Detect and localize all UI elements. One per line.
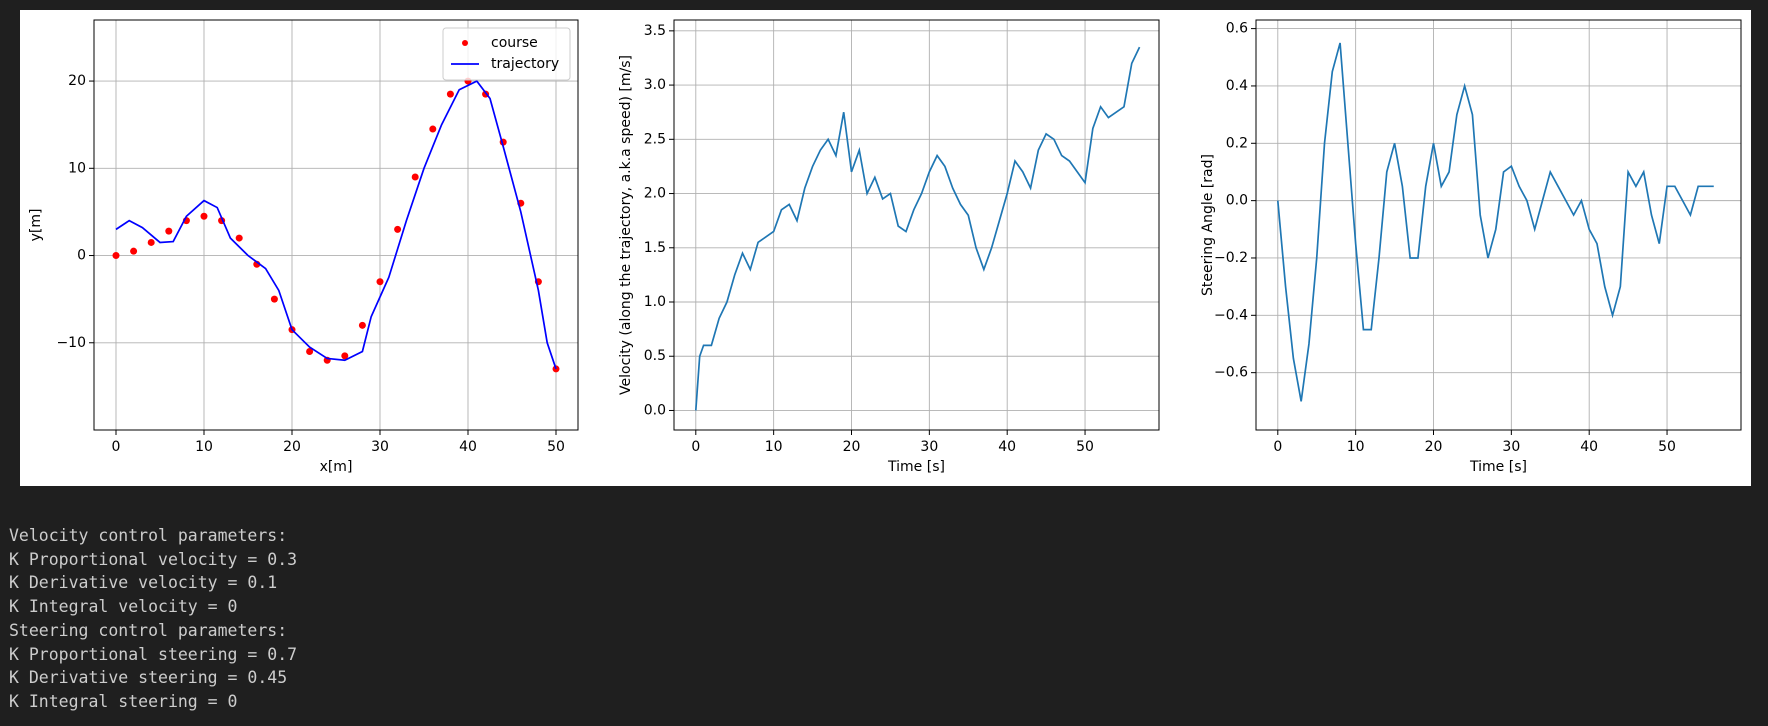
y-axis-label: Velocity (along the trajectory, a.k.a sp… (618, 55, 634, 395)
x-tick-label: 20 (843, 439, 861, 455)
y-tick-label: 3.0 (644, 77, 666, 93)
course-point (358, 321, 366, 329)
output-line: K Integral velocity = 0 (9, 597, 238, 617)
chart: 0 10 20 30 40 50 −0.6 −0.4 −0.2 0.0 0.2 0.4 0.6 Time … (1200, 19, 1742, 475)
x-tick-label: 0 (691, 439, 700, 455)
y-tick-label: −0.4 (1214, 307, 1248, 323)
course-point (270, 295, 278, 303)
y-tick-label: 0.2 (1226, 135, 1248, 151)
output-line: K Derivative velocity = 0.1 (9, 573, 278, 593)
y-tick-label: 10 (68, 160, 86, 176)
course-point (446, 90, 454, 98)
y-tick-label: 2.5 (644, 131, 666, 147)
course-point (429, 125, 437, 133)
y-tick-label: 2.0 (644, 186, 666, 202)
x-tick-label: 10 (765, 439, 783, 455)
output-line: K Proportional velocity = 0.3 (9, 549, 298, 569)
figure: 0 10 20 30 40 50 −10 0 10 20 x[m] y[m] course traject… (20, 10, 1751, 486)
y-tick-label: 20 (68, 73, 86, 89)
course-point (165, 227, 173, 235)
output-line: Steering control parameters: (9, 620, 288, 640)
y-tick-label: 0.6 (1226, 21, 1248, 37)
y-tick-label: −0.6 (1214, 365, 1248, 381)
y-tick-label: 0.5 (644, 348, 666, 364)
x-tick-label: 10 (195, 439, 213, 455)
x-tick-label: 20 (283, 439, 301, 455)
x-tick-label: 40 (1580, 439, 1598, 455)
x-tick-label: 50 (1658, 439, 1676, 455)
y-tick-label: 3.5 (644, 23, 666, 39)
output-line: K Derivative steering = 0.45 (9, 668, 288, 688)
y-axis-label: Steering Angle [rad] (1200, 154, 1216, 296)
course-point (411, 173, 419, 181)
x-tick-label: 0 (1273, 439, 1282, 455)
x-axis-label: Time [s] (1469, 459, 1527, 475)
y-tick-label: 0 (77, 248, 86, 264)
x-axis-label: x[m] (320, 459, 353, 475)
y-tick-label: 1.0 (644, 294, 666, 310)
y-tick-label: 1.5 (644, 240, 666, 256)
x-tick-label: 0 (112, 439, 121, 455)
series-line (115, 79, 557, 370)
legend-label: trajectory (491, 56, 559, 72)
x-tick-label: 50 (547, 439, 565, 455)
y-tick-label: 0.0 (644, 402, 666, 418)
x-tick-label: 50 (1076, 439, 1094, 455)
axes-frame (673, 19, 1160, 431)
course-point (306, 347, 314, 355)
legend-box (442, 27, 571, 81)
chart: 0 10 20 30 40 50 0.0 0.5 1.0 1.5 2.0 2.5 3.0 3.5 Time … (618, 19, 1160, 475)
x-tick-label: 10 (1347, 439, 1365, 455)
course-point (394, 225, 402, 233)
x-tick-label: 40 (998, 439, 1016, 455)
series-line (1276, 42, 1714, 402)
course-point (130, 247, 138, 255)
y-tick-label: −10 (56, 335, 86, 351)
output-text: Velocity control parameters: K Proportion… (9, 524, 297, 714)
x-tick-label: 30 (920, 439, 938, 455)
course-point (341, 352, 349, 360)
axes-frame (93, 19, 579, 431)
output-line: K Integral steering = 0 (9, 691, 238, 711)
y-axis-label: y[m] (28, 209, 44, 242)
axes-frame (1255, 19, 1742, 431)
x-tick-label: 20 (1425, 439, 1443, 455)
course-point (147, 238, 155, 246)
chart: 0 10 20 30 40 50 −10 0 10 20 x[m] y[m] course traject… (28, 19, 579, 475)
output-line: Velocity control parameters: (9, 526, 288, 545)
x-tick-label: 40 (459, 439, 477, 455)
output-line: K Proportional steering = 0.7 (9, 644, 298, 664)
course-point (235, 234, 243, 242)
series-line (694, 46, 1141, 411)
legend-marker (462, 40, 468, 46)
y-tick-label: −0.2 (1214, 250, 1248, 266)
course-point (112, 252, 120, 260)
x-tick-label: 30 (371, 439, 389, 455)
x-tick-label: 30 (1502, 439, 1520, 455)
course-point (376, 278, 384, 286)
y-tick-label: 0.4 (1226, 78, 1248, 94)
y-tick-label: 0.0 (1226, 193, 1248, 209)
course-point (200, 212, 208, 220)
x-axis-label: Time [s] (887, 459, 945, 475)
legend-label: course (491, 35, 538, 51)
